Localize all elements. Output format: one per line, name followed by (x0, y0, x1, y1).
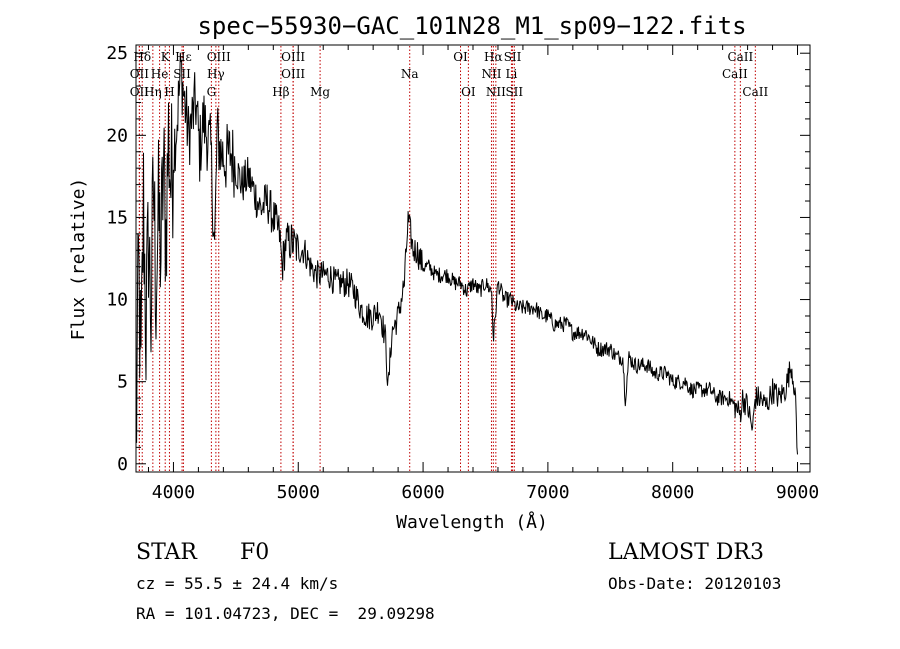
spectral-line-label: NII (486, 85, 506, 99)
spectral-line-label: Hε (175, 50, 192, 64)
x-tick-label: 6000 (401, 482, 444, 503)
y-tick-label: 15 (106, 207, 128, 228)
y-axis-label: Flux (relative) (68, 178, 89, 341)
spectral-line-label: SII (505, 85, 523, 99)
spectral-subclass: F0 (240, 540, 270, 565)
obs-date: Obs-Date: 20120103 (608, 574, 782, 593)
spectral-line-label: NII (481, 67, 501, 81)
coordinates-text: RA = 101.04723, DEC = 29.09298 (136, 604, 435, 623)
spectral-line-label: He (151, 67, 169, 81)
spectral-line-label: CaII (742, 85, 768, 99)
spectral-line-label: Hγ (207, 67, 225, 81)
spectral-line-label: CaII (722, 67, 748, 81)
chart-title: spec−55930−GAC_101N28_M1_sp09−122.fits (197, 12, 746, 40)
spectral-line-label: H (164, 85, 174, 99)
y-tick-label: 0 (117, 454, 128, 475)
y-tick-label: 5 (117, 372, 128, 393)
redshift-text: cz = 55.5 ± 24.4 km/s (136, 574, 339, 593)
plot-frame (135, 44, 811, 473)
spectral-line-label: OIII (281, 50, 305, 64)
object-type: STAR (136, 540, 197, 565)
spectral-line-label: OII (130, 85, 150, 99)
spectral-line-label: Li (506, 67, 518, 81)
y-tick-label: 10 (106, 290, 128, 311)
x-tick-label: 8000 (651, 482, 694, 503)
flux-series-line (135, 52, 798, 455)
spectral-line-label: Hα (484, 50, 503, 64)
spectral-line-label: G (207, 85, 217, 99)
spectral-line-markers (138, 46, 756, 471)
y-tick-label: 25 (106, 43, 128, 64)
spectral-line-label: OIII (281, 67, 305, 81)
x-tick-label: 5000 (277, 482, 320, 503)
x-tick-label: 9000 (776, 482, 819, 503)
spectral-line-label: OI (453, 50, 468, 64)
spectral-line-label: CaII (727, 50, 753, 64)
spectral-line-label: OIII (207, 50, 231, 64)
y-tick-label: 20 (106, 125, 128, 146)
spectral-line-label: Hδ (133, 50, 151, 64)
spectral-line-label: Hβ (272, 85, 289, 99)
spectral-line-label: OI (461, 85, 476, 99)
spectral-line-label: K (161, 50, 171, 64)
spectral-line-label: Mg (310, 85, 330, 99)
spectral-line-label: SII (504, 50, 522, 64)
survey-name: LAMOST DR3 (608, 540, 764, 565)
x-tick-label: 7000 (526, 482, 569, 503)
x-axis-label: Wavelength (Å) (396, 511, 548, 533)
spectral-line-label: Hη (144, 85, 162, 99)
x-tick-label: 4000 (152, 482, 195, 503)
axis-ticks: 4000 5000 6000 7000 8000 9000 0 5 10 15 20 25 (106, 43, 819, 503)
spectral-line-label: Na (401, 67, 419, 81)
spectral-line-label: OII (130, 67, 150, 81)
